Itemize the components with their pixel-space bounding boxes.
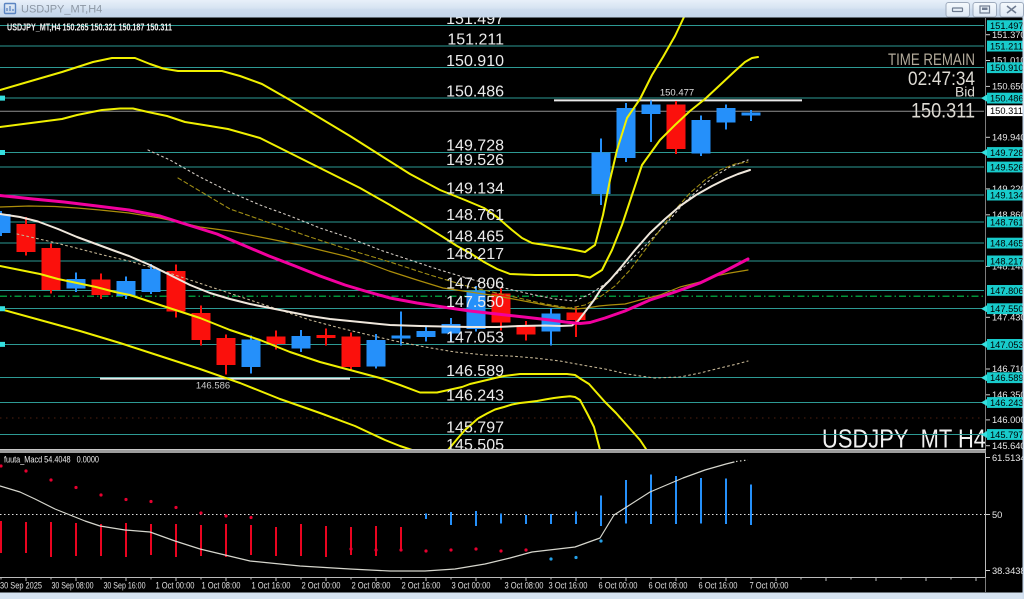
- svg-text:151.010: 151.010: [992, 56, 1024, 66]
- svg-text:148.761: 148.761: [990, 217, 1024, 227]
- svg-text:2 Oct 16:00: 2 Oct 16:00: [402, 581, 441, 591]
- svg-text:146.350: 146.350: [992, 390, 1024, 400]
- svg-text:149.940: 149.940: [992, 133, 1024, 143]
- svg-text:150.486: 150.486: [990, 94, 1024, 104]
- svg-text:149.134: 149.134: [990, 191, 1024, 201]
- svg-text:148.761: 148.761: [446, 207, 504, 224]
- svg-text:fuuta_Macd 54.4048 0.0000: fuuta_Macd 54.4048 0.0000: [4, 455, 99, 466]
- svg-text:148.465: 148.465: [990, 239, 1024, 249]
- svg-text:147.430: 147.430: [992, 313, 1024, 323]
- svg-text:30 Sep 16:00: 30 Sep 16:00: [104, 581, 146, 591]
- svg-text:6 Oct 08:00: 6 Oct 08:00: [649, 581, 688, 591]
- svg-text:146.586: 146.586: [196, 381, 230, 392]
- svg-text:6 Oct 00:00: 6 Oct 00:00: [599, 581, 638, 591]
- svg-text:147.550: 147.550: [990, 304, 1024, 314]
- svg-text:150.486: 150.486: [446, 83, 504, 100]
- svg-text:3 Oct 16:00: 3 Oct 16:00: [549, 581, 588, 591]
- svg-text:146.710: 146.710: [992, 364, 1024, 374]
- svg-text:151.211: 151.211: [447, 31, 504, 48]
- svg-text:2 Oct 08:00: 2 Oct 08:00: [352, 581, 391, 591]
- svg-text:149.526: 149.526: [990, 162, 1024, 172]
- svg-text:150.650: 150.650: [992, 82, 1024, 92]
- svg-text:149.134: 149.134: [446, 180, 504, 197]
- svg-text:149.728: 149.728: [990, 148, 1024, 158]
- svg-text:147.550: 147.550: [446, 294, 504, 311]
- svg-text:USDJPY_MT,H4 150.265 150.321: USDJPY_MT,H4 150.265 150.321 150.187 150…: [7, 22, 172, 34]
- svg-text:6 Oct 16:00: 6 Oct 16:00: [699, 581, 738, 591]
- svg-text:145.797: 145.797: [990, 430, 1024, 440]
- svg-text:148.217: 148.217: [990, 256, 1024, 266]
- svg-text:1 Oct 16:00: 1 Oct 16:00: [252, 581, 291, 591]
- svg-text:148.217: 148.217: [446, 246, 504, 263]
- svg-text:146.243: 146.243: [446, 388, 504, 405]
- svg-text:02:47:34: 02:47:34: [908, 69, 975, 90]
- svg-text:38.3438: 38.3438: [992, 566, 1024, 576]
- svg-text:1 Oct 08:00: 1 Oct 08:00: [202, 581, 241, 591]
- svg-text:151.497: 151.497: [990, 21, 1024, 31]
- svg-text:USDJPY_MT,H4: USDJPY_MT,H4: [21, 4, 102, 16]
- svg-text:50: 50: [992, 510, 1002, 520]
- svg-text:147.053: 147.053: [990, 340, 1024, 350]
- svg-text:149.728: 149.728: [446, 138, 504, 155]
- svg-text:148.465: 148.465: [446, 228, 504, 245]
- svg-text:150.311: 150.311: [990, 106, 1023, 116]
- svg-text:146.243: 146.243: [990, 398, 1024, 408]
- svg-text:148.140: 148.140: [992, 262, 1024, 272]
- svg-text:3 Oct 00:00: 3 Oct 00:00: [452, 581, 491, 591]
- svg-text:2 Oct 00:00: 2 Oct 00:00: [302, 581, 341, 591]
- svg-text:150.477: 150.477: [660, 88, 694, 99]
- svg-text:3 Oct 08:00: 3 Oct 08:00: [505, 581, 544, 591]
- svg-text:30 Sep 2025: 30 Sep 2025: [0, 581, 42, 591]
- svg-text:148.860: 148.860: [992, 210, 1024, 220]
- svg-text:146.589: 146.589: [446, 363, 504, 380]
- svg-text:146.589: 146.589: [990, 373, 1024, 383]
- svg-text:149.526: 149.526: [446, 152, 504, 169]
- svg-text:147.806: 147.806: [990, 286, 1024, 296]
- svg-text:USDJPY_MT H4: USDJPY_MT H4: [822, 424, 986, 454]
- svg-text:149.220: 149.220: [992, 184, 1024, 194]
- svg-text:Bid: Bid: [955, 85, 975, 100]
- svg-text:151.211: 151.211: [990, 42, 1023, 52]
- svg-text:147.806: 147.806: [446, 276, 504, 293]
- svg-text:30 Sep 08:00: 30 Sep 08:00: [52, 581, 94, 591]
- svg-text:146.000: 146.000: [992, 415, 1024, 425]
- svg-text:150.910: 150.910: [446, 53, 504, 70]
- svg-text:151.370: 151.370: [992, 30, 1024, 40]
- svg-text:145.640: 145.640: [992, 441, 1024, 451]
- svg-text:1 Oct 00:00: 1 Oct 00:00: [156, 581, 195, 591]
- svg-text:61.5134: 61.5134: [992, 453, 1024, 463]
- svg-text:145.797: 145.797: [446, 420, 504, 437]
- svg-text:150.311: 150.311: [911, 100, 975, 123]
- svg-text:TIME REMAIN: TIME REMAIN: [888, 50, 975, 69]
- svg-text:7 Oct 00:00: 7 Oct 00:00: [750, 581, 789, 591]
- svg-text:147.053: 147.053: [446, 330, 504, 347]
- svg-text:150.910: 150.910: [990, 63, 1024, 73]
